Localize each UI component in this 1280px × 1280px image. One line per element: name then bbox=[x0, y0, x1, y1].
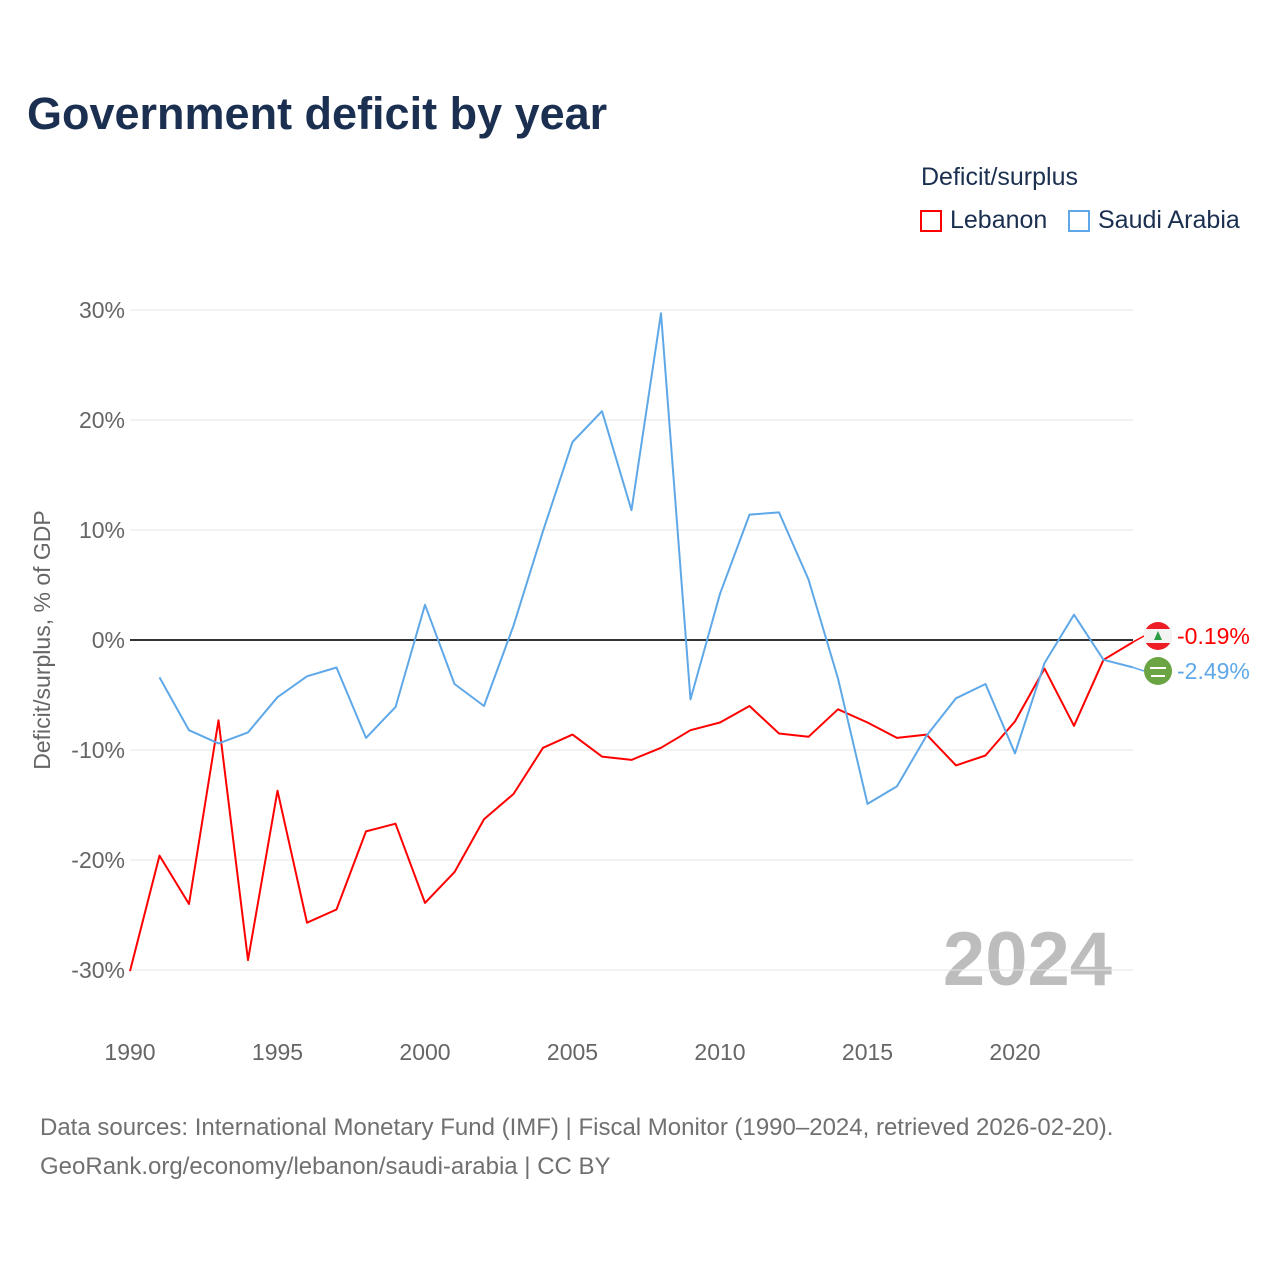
chart-title: Government deficit by year bbox=[27, 88, 608, 139]
saudi-arabia-flag-icon bbox=[1144, 657, 1172, 685]
shahada-sword-icon bbox=[1150, 667, 1166, 677]
end-label-connector bbox=[1132, 635, 1145, 643]
cedar-icon bbox=[1154, 631, 1162, 640]
x-tick-label: 1995 bbox=[252, 1039, 303, 1065]
legend-swatch bbox=[1068, 209, 1090, 232]
end-label-connector bbox=[1132, 666, 1145, 672]
legend-label: Lebanon bbox=[950, 206, 1048, 234]
y-tick-label: -10% bbox=[71, 737, 125, 763]
legend-item-lebanon[interactable]: Lebanon bbox=[920, 206, 1047, 235]
y-axis-label: Deficit/surplus, % of GDP bbox=[29, 510, 55, 769]
source-line: Data sources: International Monetary Fun… bbox=[40, 1114, 1114, 1141]
x-tick-label: 1990 bbox=[104, 1039, 155, 1065]
x-tick-label: 2000 bbox=[399, 1039, 450, 1065]
x-tick-label: 2005 bbox=[547, 1039, 598, 1065]
y-tick-label: 20% bbox=[79, 407, 125, 433]
end-value-label: -2.49% bbox=[1177, 658, 1250, 684]
source-note: Data sources: International Monetary Fun… bbox=[40, 1108, 1113, 1186]
legend-label: Saudi Arabia bbox=[1098, 206, 1240, 234]
end-value-label: -0.19% bbox=[1177, 623, 1250, 649]
legend-item-saudi-arabia[interactable]: Saudi Arabia bbox=[1068, 206, 1240, 235]
legend-title: Deficit/surplus bbox=[921, 163, 1078, 191]
y-tick-label: 10% bbox=[79, 517, 125, 543]
x-tick-label: 2010 bbox=[694, 1039, 745, 1065]
x-tick-label: 2015 bbox=[842, 1039, 893, 1065]
y-tick-label: 30% bbox=[79, 297, 125, 323]
source-link[interactable]: GeoRank.org/economy/lebanon/saudi-arabia… bbox=[40, 1153, 611, 1180]
y-tick-label: -20% bbox=[71, 847, 125, 873]
x-tick-label: 2020 bbox=[989, 1039, 1040, 1065]
year-watermark: 2024 bbox=[943, 917, 1112, 1002]
legend-swatch bbox=[920, 209, 942, 232]
series-line-saudi-arabia bbox=[158, 312, 1134, 805]
y-tick-label: -30% bbox=[71, 957, 125, 983]
y-tick-label: 0% bbox=[92, 627, 125, 653]
